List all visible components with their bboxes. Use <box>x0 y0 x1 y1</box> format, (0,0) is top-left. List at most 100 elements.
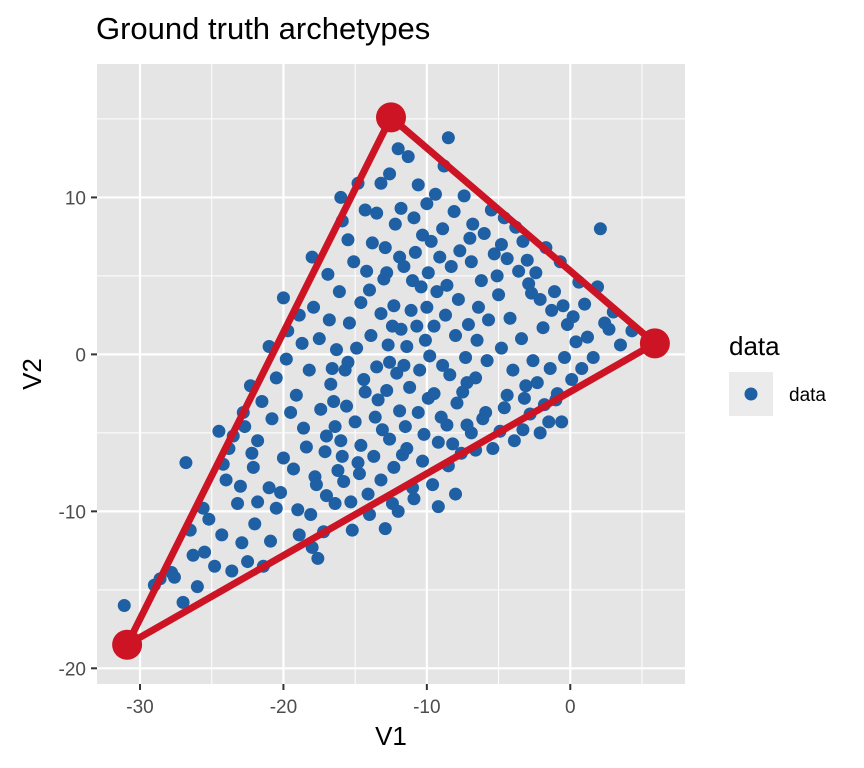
data-point <box>354 296 368 310</box>
data-point <box>500 388 514 402</box>
data-point <box>364 329 378 343</box>
data-point <box>466 217 480 231</box>
data-point <box>388 217 402 231</box>
data-point <box>542 415 556 429</box>
data-point <box>480 354 494 368</box>
data-point <box>299 440 313 454</box>
data-point <box>265 412 279 426</box>
data-point <box>325 362 339 376</box>
data-point <box>423 349 437 363</box>
data-point <box>490 269 504 283</box>
data-point <box>436 222 450 236</box>
data-point <box>391 504 405 518</box>
data-point <box>279 352 293 366</box>
data-point <box>235 536 249 550</box>
data-point <box>586 351 600 365</box>
data-point <box>520 253 534 267</box>
data-point <box>593 222 607 236</box>
legend: data data <box>729 331 826 416</box>
data-point <box>433 250 447 264</box>
data-point <box>370 360 384 374</box>
data-point <box>440 278 454 292</box>
data-point <box>407 492 421 506</box>
data-point <box>575 362 589 376</box>
data-point <box>330 343 344 357</box>
data-point <box>297 421 311 435</box>
data-point <box>400 442 414 456</box>
data-point <box>447 205 461 219</box>
x-tick-label: -10 <box>413 697 440 718</box>
data-point <box>512 264 526 278</box>
archetype-point <box>639 328 670 359</box>
data-point <box>515 332 529 346</box>
grid-lines <box>97 64 685 684</box>
data-point <box>391 142 405 156</box>
y-tick-label: 0 <box>75 345 86 366</box>
data-point <box>598 316 612 330</box>
data-point <box>431 435 445 449</box>
data-point <box>276 291 290 305</box>
data-point <box>368 410 382 424</box>
data-point <box>378 522 392 536</box>
data-point <box>378 241 392 255</box>
data-point <box>348 415 362 429</box>
data-point <box>555 415 569 429</box>
data-point <box>431 500 445 514</box>
data-point <box>420 300 434 314</box>
data-point <box>492 288 506 302</box>
data-point <box>400 340 414 354</box>
data-point <box>360 264 374 278</box>
data-point <box>426 478 440 492</box>
data-point <box>430 285 444 299</box>
data-point <box>291 503 305 517</box>
data-point <box>358 385 372 399</box>
data-point <box>357 372 371 386</box>
data-point <box>365 236 379 250</box>
data-point <box>428 187 442 201</box>
data-point <box>451 292 465 306</box>
data-point <box>219 473 233 487</box>
data-point <box>289 388 303 402</box>
data-point <box>438 308 452 322</box>
data-point <box>341 233 355 247</box>
data-point <box>374 473 388 487</box>
data-point <box>459 351 473 365</box>
data-point <box>331 464 345 478</box>
data-point <box>371 393 385 407</box>
data-point <box>471 300 485 314</box>
archetype-triangle <box>112 102 670 660</box>
data-point <box>487 247 501 261</box>
data-point <box>375 423 389 437</box>
data-point <box>416 228 430 242</box>
data-point <box>450 396 464 410</box>
data-point <box>486 442 500 456</box>
data-point <box>497 401 511 415</box>
data-point <box>312 332 326 346</box>
data-point <box>335 449 349 463</box>
data-point <box>525 286 539 300</box>
data-point <box>176 595 190 609</box>
data-point <box>444 259 458 273</box>
data-point <box>322 313 336 327</box>
data-point <box>387 299 401 313</box>
data-point <box>383 355 397 369</box>
data-point <box>350 341 364 355</box>
data-point <box>393 250 407 264</box>
data-point <box>311 551 325 565</box>
data-point <box>408 245 422 259</box>
data-point <box>276 451 290 465</box>
data-point <box>262 481 276 495</box>
data-point <box>545 303 559 317</box>
data-point <box>547 285 561 299</box>
data-point <box>340 399 354 413</box>
data-point <box>251 434 265 448</box>
data-point <box>307 300 321 314</box>
data-point <box>482 313 496 327</box>
data-point <box>418 333 432 347</box>
data-point <box>215 528 229 542</box>
data-point <box>264 534 278 548</box>
data-point <box>413 363 427 377</box>
data-point <box>517 391 531 405</box>
archetype-point <box>112 629 143 660</box>
